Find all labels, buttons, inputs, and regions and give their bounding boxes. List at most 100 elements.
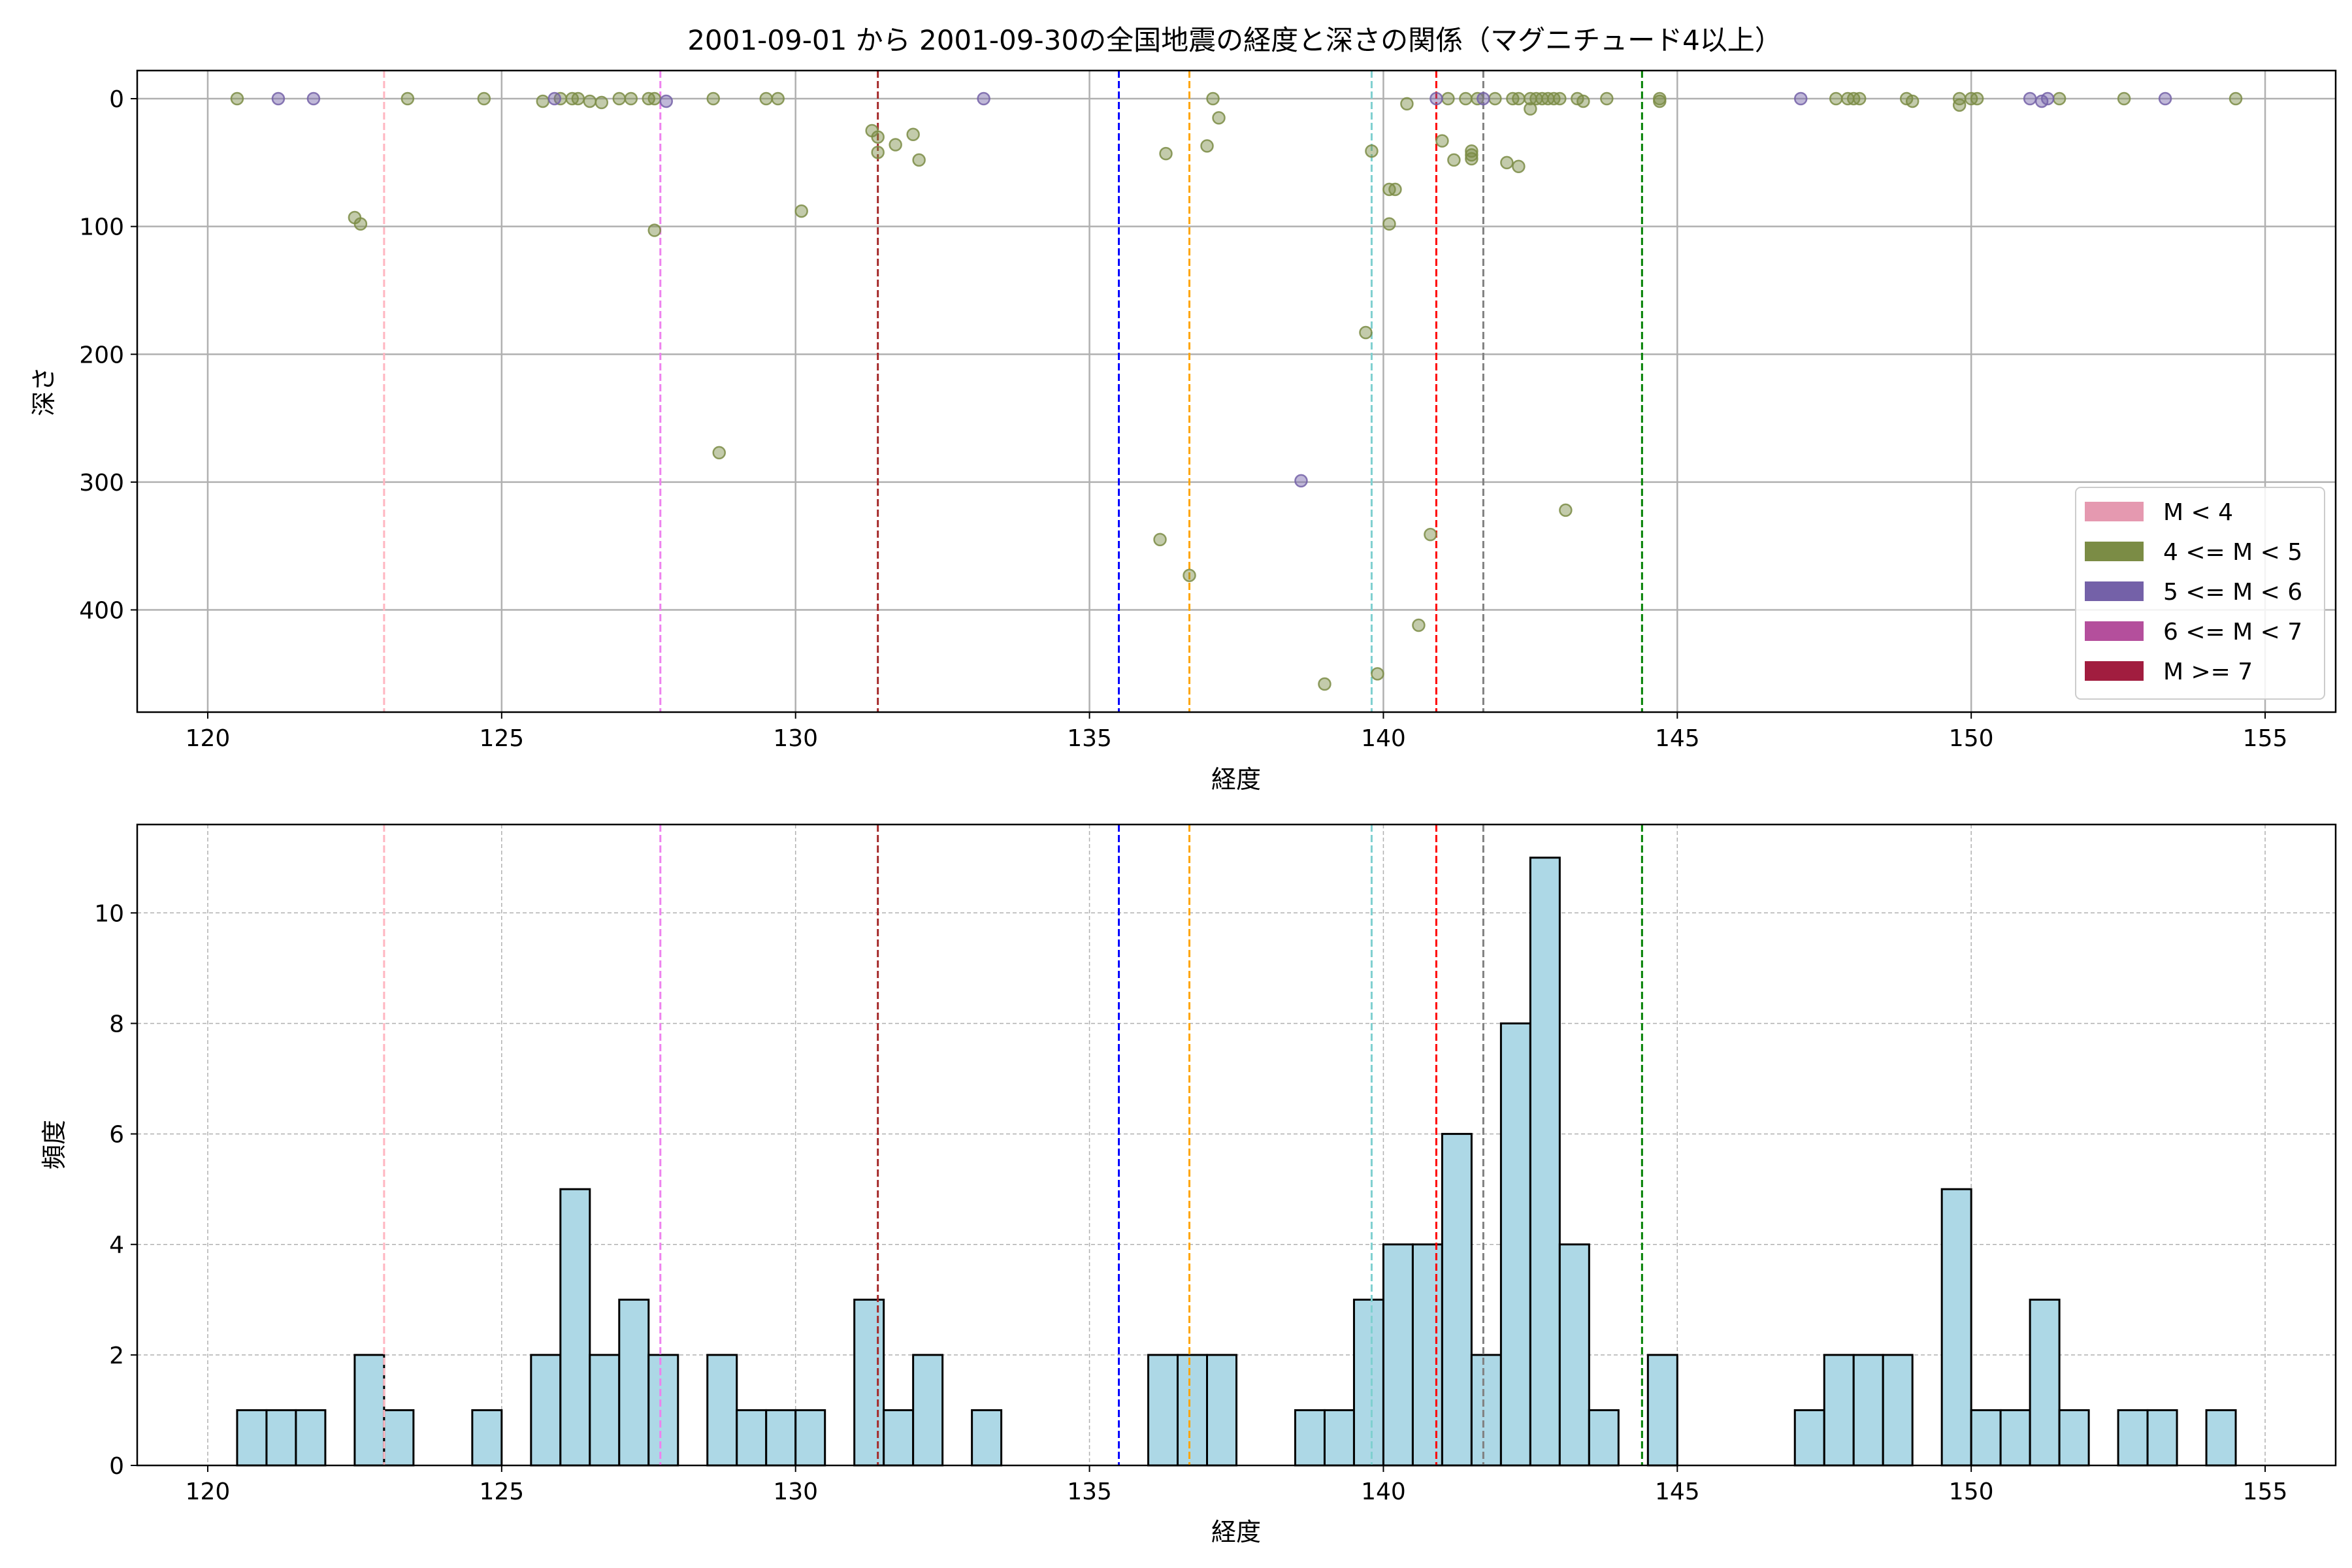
scatter-x-tick-label: 155 <box>2243 725 2288 752</box>
histogram-bar <box>1411 1243 1443 1467</box>
scatter-point <box>1424 527 1437 542</box>
histogram-x-tick-label: 140 <box>1361 1478 1406 1505</box>
legend-swatch <box>2085 661 2144 681</box>
histogram-bar <box>618 1298 650 1467</box>
scatter-point <box>1600 91 1614 106</box>
histogram-bar <box>2205 1409 2237 1467</box>
scatter-point <box>612 91 627 106</box>
legend-swatch <box>2085 621 2144 641</box>
histogram-plot-frame <box>136 823 2337 1467</box>
scatter-point <box>1382 217 1396 231</box>
scatter-point <box>1365 144 1379 158</box>
histogram-x-tick-label: 135 <box>1067 1478 1112 1505</box>
histogram-bar <box>265 1409 297 1467</box>
histogram-bar <box>559 1188 591 1467</box>
scatter-point <box>1435 134 1449 148</box>
scatter-point <box>889 138 902 152</box>
histogram-bar <box>1999 1409 2031 1467</box>
scatter-x-tick-label: 135 <box>1067 725 1112 752</box>
scatter-y-tick-label: 100 <box>79 214 124 241</box>
scatter-point <box>2040 91 2055 106</box>
legend-label: M >= 7 <box>2163 659 2253 685</box>
scatter-point <box>1559 503 1573 517</box>
histogram-bar <box>794 1409 826 1467</box>
scatter-point <box>1388 182 1402 197</box>
scatter-point <box>1576 94 1590 108</box>
scatter-point <box>759 91 773 106</box>
histogram-bars <box>236 857 2237 1467</box>
scatter-point <box>794 204 808 218</box>
scatter-point <box>1318 677 1331 691</box>
scatter-point <box>1524 102 1537 116</box>
scatter-point <box>1793 91 1808 106</box>
scatter-point <box>2023 91 2037 106</box>
scatter-point <box>1183 568 1196 582</box>
scatter-x-tick-label: 145 <box>1655 725 1700 752</box>
scatter-point <box>659 94 674 108</box>
histogram-bar <box>1793 1409 1825 1467</box>
scatter-point <box>1153 532 1167 547</box>
scatter-point <box>2158 91 2172 106</box>
scatter-point <box>1206 91 1220 106</box>
scatter-point <box>647 91 662 106</box>
histogram-bar <box>1206 1354 1238 1467</box>
scatter-point <box>1465 148 1478 162</box>
scatter-y-tick-label: 0 <box>109 86 124 113</box>
histogram-bar <box>736 1409 768 1467</box>
figure-title: 2001-09-01 から 2001-09-30の全国地震の経度と深さの関係（マ… <box>687 24 1782 56</box>
scatter-point <box>1429 91 1443 106</box>
scatter-point <box>571 91 585 106</box>
histogram-x-tick-label: 150 <box>1949 1478 1994 1505</box>
scatter-x-tick-label: 130 <box>773 725 818 752</box>
histogram-y-axis-label: 頻度 <box>40 1120 69 1169</box>
histogram-bar <box>1470 1354 1502 1467</box>
histogram-bar <box>1940 1188 1972 1467</box>
legend-swatch <box>2085 502 2144 521</box>
histogram-bar <box>1323 1409 1355 1467</box>
histogram-y-tick-label: 2 <box>109 1343 124 1369</box>
histogram-bar <box>589 1354 621 1467</box>
scatter-point <box>1553 91 1567 106</box>
histogram-bar <box>765 1409 797 1467</box>
legend-label: 4 <= M < 5 <box>2163 539 2302 566</box>
histogram-bar <box>1177 1354 1209 1467</box>
scatter-point <box>906 127 920 142</box>
scatter-point <box>400 91 415 106</box>
histogram-bar <box>383 1409 415 1467</box>
histogram-bar <box>1882 1354 1914 1467</box>
scatter-point <box>271 91 286 106</box>
histogram-bar <box>971 1409 1003 1467</box>
scatter-point <box>912 153 926 167</box>
scatter-x-tick-label: 125 <box>479 725 524 752</box>
scatter-point <box>547 91 562 106</box>
histogram-bar <box>1382 1243 1414 1467</box>
scatter-point <box>1500 155 1514 170</box>
histogram-bar <box>647 1354 679 1467</box>
histogram-reference-lines <box>383 825 1643 1465</box>
histogram-bar <box>853 1298 885 1467</box>
scatter-point <box>1447 153 1461 167</box>
scatter-point <box>706 91 720 106</box>
scatter-point <box>1653 94 1667 108</box>
scatter-point <box>1465 144 1478 158</box>
histogram-bar <box>2146 1409 2178 1467</box>
scatter-point <box>1477 91 1490 106</box>
scatter-point <box>1441 91 1455 106</box>
scatter-point <box>1359 325 1373 340</box>
scatter-point <box>2229 91 2243 106</box>
histogram-y-tick-label: 8 <box>109 1011 124 1037</box>
histogram-x-tick-label: 155 <box>2243 1478 2288 1505</box>
scatter-reference-lines <box>383 71 1643 712</box>
scatter-point <box>1294 474 1308 488</box>
scatter-point <box>771 91 785 106</box>
scatter-chart: 120 125 130 135 140 145 150 155 0 100 200 300 400 経度… <box>29 69 2337 794</box>
scatter-legend: M < 4 4 <= M < 5 5 <= M < 6 6 <= M < 7 M >= … <box>2075 487 2325 700</box>
scatter-y-tick-label: 400 <box>79 598 124 625</box>
scatter-point <box>1952 91 1967 106</box>
histogram-bar <box>471 1409 503 1467</box>
scatter-point <box>1371 667 1384 681</box>
scatter-point <box>353 217 368 231</box>
scatter-x-tick-label: 120 <box>186 725 231 752</box>
histogram-x-tick-label: 125 <box>479 1478 524 1505</box>
